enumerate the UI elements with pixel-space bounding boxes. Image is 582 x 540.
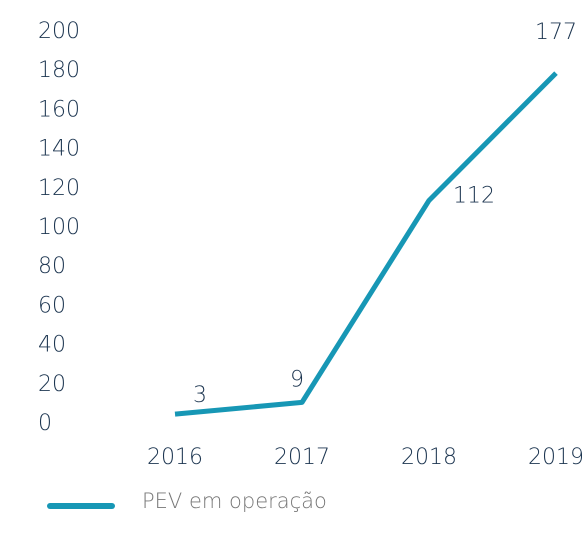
y-tick-label: 0 xyxy=(38,411,52,436)
x-tick-label: 2019 xyxy=(528,445,582,470)
data-label: 9 xyxy=(290,367,304,392)
y-tick-label: 180 xyxy=(38,58,80,83)
y-tick-label: 20 xyxy=(38,372,66,397)
data-label: 177 xyxy=(535,20,577,45)
y-tick-label: 200 xyxy=(38,19,80,44)
data-line xyxy=(174,71,558,417)
y-tick-label: 60 xyxy=(38,293,66,318)
legend-text: PEV em operação xyxy=(142,489,327,513)
y-tick-label: 120 xyxy=(38,176,80,201)
x-tick-label: 2018 xyxy=(401,445,457,470)
x-tick-label: 2016 xyxy=(147,445,203,470)
y-tick-label: 40 xyxy=(38,333,66,358)
data-label: 3 xyxy=(193,383,207,408)
x-tick-label: 2017 xyxy=(274,445,330,470)
y-tick-label: 80 xyxy=(38,254,66,279)
y-tick-label: 160 xyxy=(38,97,80,122)
y-tick-label: 140 xyxy=(38,137,80,162)
y-tick-label: 100 xyxy=(38,215,80,240)
data-label: 112 xyxy=(453,183,495,208)
